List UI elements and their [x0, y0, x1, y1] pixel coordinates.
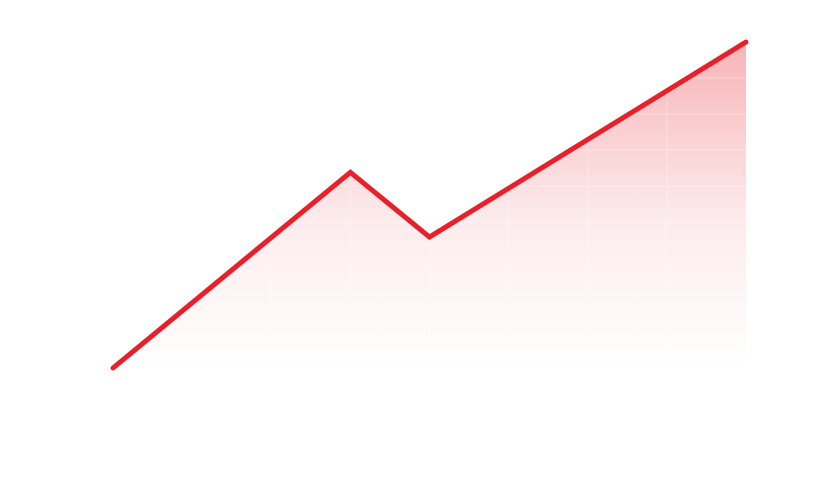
area-fill — [113, 42, 746, 368]
series-line — [110, 39, 749, 371]
line-layer — [110, 39, 749, 371]
faint-grid-layer — [113, 42, 746, 368]
area-layer — [113, 42, 746, 368]
